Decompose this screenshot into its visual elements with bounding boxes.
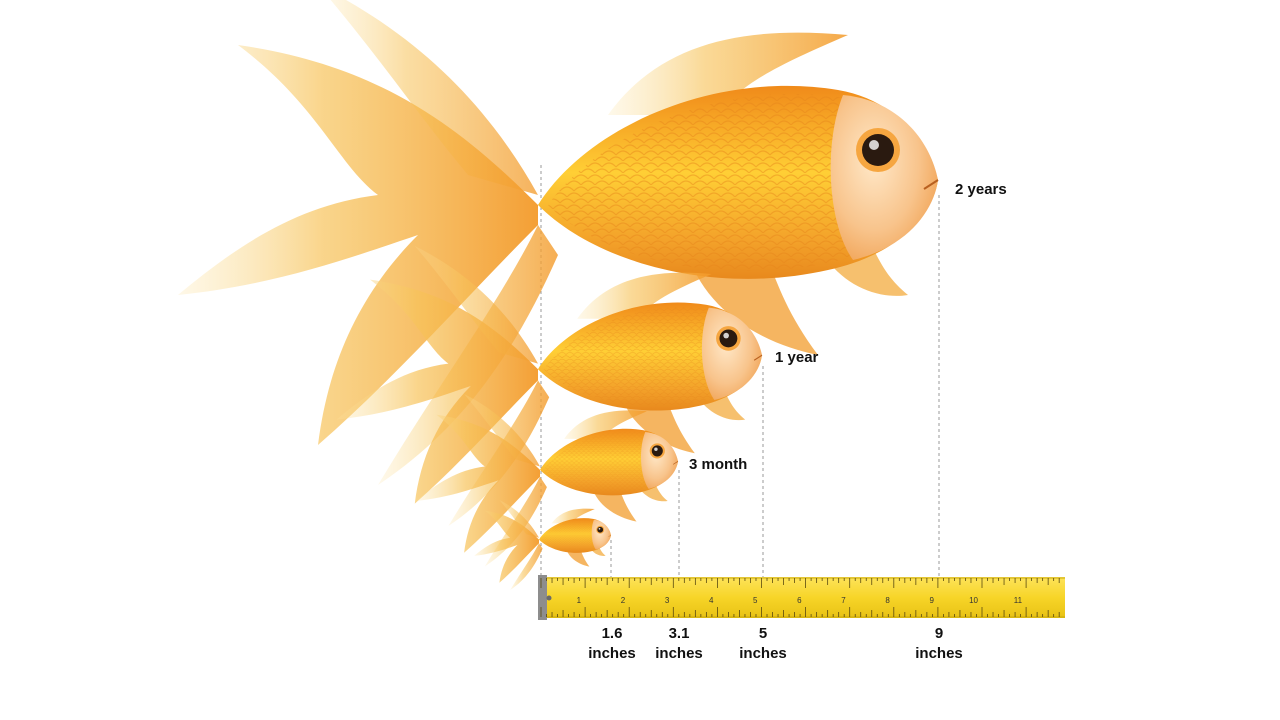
ruler-number: 10 — [969, 596, 978, 605]
measurement-value-1-6: 1.6 — [602, 625, 623, 642]
goldfish-2-years — [177, 0, 939, 486]
ruler-number: 5 — [753, 596, 758, 605]
measurement-unit-1-6: inches — [588, 645, 636, 662]
measurement-unit-5: inches — [739, 645, 787, 662]
ruler-number: 2 — [621, 596, 626, 605]
measurement-value-5: 5 — [759, 625, 767, 642]
ruler-number: 11 — [1014, 596, 1023, 605]
age-label-2-years: 2 years — [955, 181, 1007, 198]
measurement-value-3-1: 3.1 — [669, 625, 690, 642]
age-label-1-year: 1 year — [775, 349, 819, 366]
ruler-numbers: 1 2 3 4 5 6 7 8 9 10 11 — [577, 596, 1023, 605]
tape-end-hook — [538, 575, 547, 620]
ruler-number: 3 — [665, 596, 670, 605]
ruler-number: 6 — [797, 596, 802, 605]
tape-measure: 1 2 3 4 5 6 7 8 9 10 11 — [538, 575, 1065, 620]
ruler-number: 1 — [577, 596, 582, 605]
measurement-unit-9: inches — [915, 645, 963, 662]
age-label-3-month: 3 month — [689, 456, 747, 473]
ruler-number: 9 — [929, 596, 934, 605]
goldfish-1-year — [335, 245, 763, 527]
measurement-unit-3-1: inches — [655, 645, 703, 662]
measurement-value-9: 9 — [935, 625, 943, 642]
ruler-number: 7 — [841, 596, 846, 605]
ruler-number: 8 — [885, 596, 890, 605]
ruler-number: 4 — [709, 596, 714, 605]
ruler-ticks — [540, 578, 1060, 617]
